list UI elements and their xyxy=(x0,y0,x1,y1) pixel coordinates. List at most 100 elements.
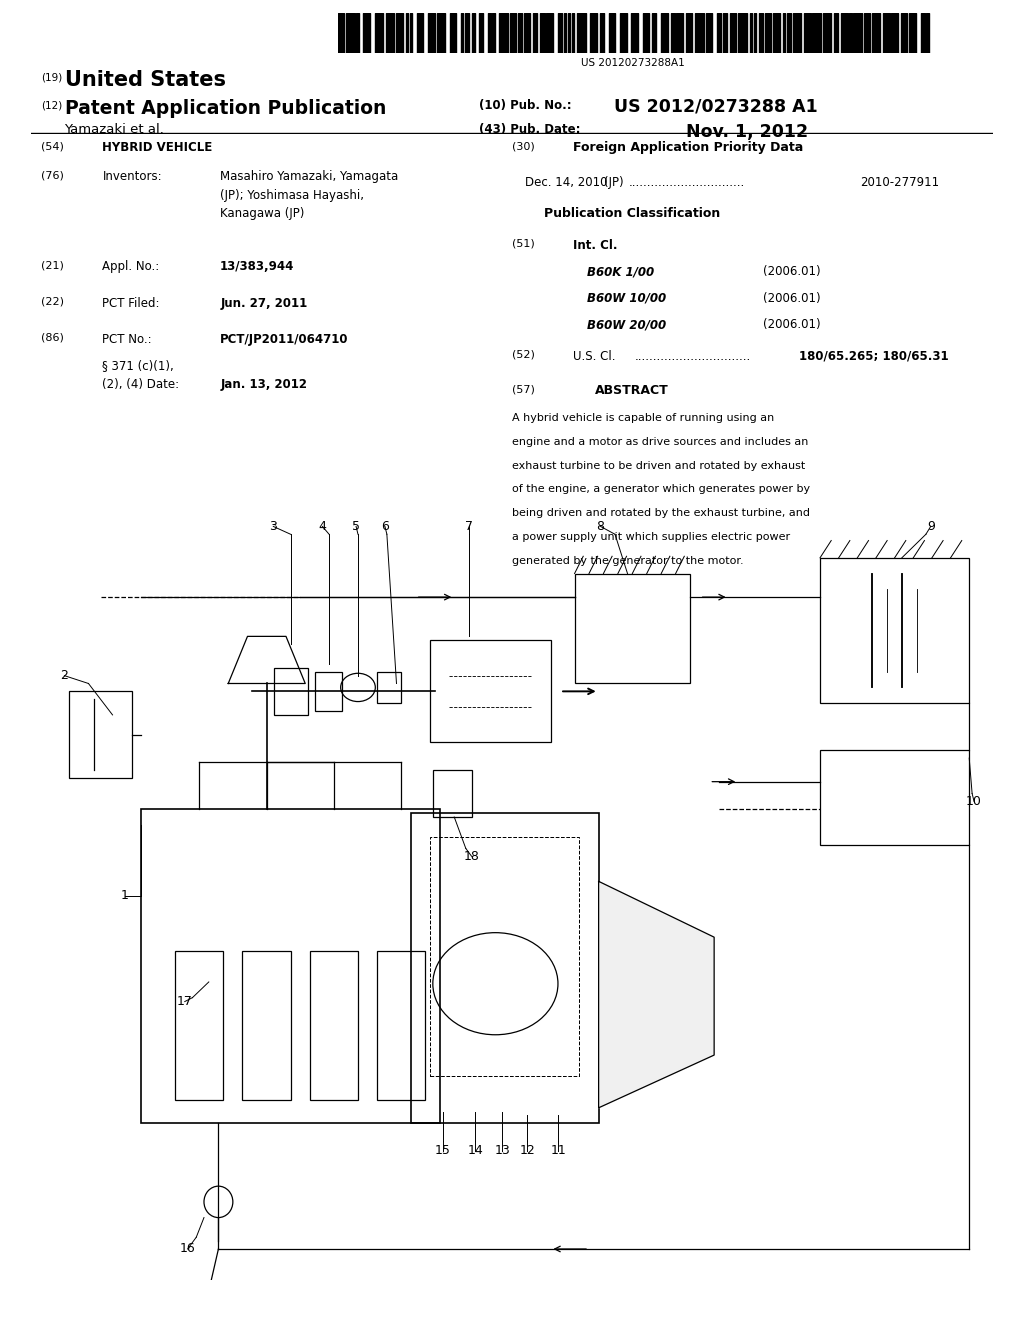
Text: 6: 6 xyxy=(381,520,389,533)
Bar xyxy=(534,13,538,53)
Bar xyxy=(541,13,545,53)
Bar xyxy=(901,13,907,53)
Bar xyxy=(820,558,969,704)
Text: (22): (22) xyxy=(41,297,63,308)
Text: 14: 14 xyxy=(468,1144,483,1158)
Text: 10: 10 xyxy=(966,795,982,808)
Polygon shape xyxy=(599,882,714,1107)
Bar xyxy=(773,13,780,53)
Bar xyxy=(465,13,469,53)
Bar xyxy=(436,13,444,53)
Text: Jun. 27, 2011: Jun. 27, 2011 xyxy=(220,297,307,310)
Bar xyxy=(822,13,830,53)
Bar xyxy=(717,13,721,53)
Text: (51): (51) xyxy=(512,239,535,249)
Text: (10) Pub. No.:: (10) Pub. No.: xyxy=(479,99,571,112)
Text: Kanagawa (JP): Kanagawa (JP) xyxy=(220,207,304,220)
Bar xyxy=(510,13,516,53)
Bar xyxy=(883,13,890,53)
Bar xyxy=(314,672,342,711)
Bar xyxy=(600,13,604,53)
Bar xyxy=(364,13,370,53)
Bar xyxy=(750,13,752,53)
Bar xyxy=(738,13,746,53)
Text: ...............................: ............................... xyxy=(629,176,745,189)
Bar xyxy=(338,13,344,53)
Bar xyxy=(567,13,570,53)
Bar xyxy=(759,13,763,53)
Bar xyxy=(834,13,838,53)
Bar xyxy=(375,13,383,53)
Text: (2006.01): (2006.01) xyxy=(763,265,820,279)
Bar xyxy=(274,668,308,715)
Bar xyxy=(853,13,862,53)
Text: (19): (19) xyxy=(41,73,62,83)
Bar xyxy=(871,13,881,53)
Bar xyxy=(141,809,440,1123)
Bar xyxy=(417,13,424,53)
Text: (2), (4) Date:: (2), (4) Date: xyxy=(102,378,179,391)
Text: Jan. 13, 2012: Jan. 13, 2012 xyxy=(220,378,307,391)
Bar xyxy=(488,13,490,53)
Bar xyxy=(892,13,898,53)
Bar xyxy=(677,13,683,53)
Bar xyxy=(428,13,435,53)
Bar xyxy=(70,692,132,777)
Text: (2006.01): (2006.01) xyxy=(763,318,820,331)
Text: Patent Application Publication: Patent Application Publication xyxy=(65,99,386,117)
Text: Masahiro Yamazaki, Yamagata: Masahiro Yamazaki, Yamagata xyxy=(220,170,398,183)
Text: Int. Cl.: Int. Cl. xyxy=(573,239,617,252)
Bar xyxy=(386,13,394,53)
Text: generated by the generator to the motor.: generated by the generator to the motor. xyxy=(512,556,743,566)
Bar xyxy=(472,13,474,53)
Bar xyxy=(723,13,727,53)
Bar xyxy=(461,13,463,53)
Text: exhaust turbine to be driven and rotated by exhaust: exhaust turbine to be driven and rotated… xyxy=(512,461,805,471)
Bar xyxy=(346,13,354,53)
Bar xyxy=(706,13,712,53)
Bar xyxy=(754,13,756,53)
Text: 9: 9 xyxy=(927,520,935,533)
Text: (JP): (JP) xyxy=(604,176,624,189)
Text: HYBRID VEHICLE: HYBRID VEHICLE xyxy=(102,141,213,154)
Text: Publication Classification: Publication Classification xyxy=(544,207,720,220)
Bar xyxy=(608,13,615,53)
Bar xyxy=(820,750,969,845)
Text: US 2012/0273288 A1: US 2012/0273288 A1 xyxy=(614,98,818,116)
Text: A hybrid vehicle is capable of running using an: A hybrid vehicle is capable of running u… xyxy=(512,413,774,424)
Text: Foreign Application Priority Data: Foreign Application Priority Data xyxy=(573,141,804,154)
Bar xyxy=(730,13,736,53)
Bar xyxy=(590,13,597,53)
Text: (30): (30) xyxy=(512,141,535,152)
Text: 11: 11 xyxy=(550,1144,566,1158)
Text: B60W 20/00: B60W 20/00 xyxy=(587,318,666,331)
Bar xyxy=(574,573,690,684)
Bar xyxy=(863,13,870,53)
Text: PCT Filed:: PCT Filed: xyxy=(102,297,160,310)
Text: US 20120273288A1: US 20120273288A1 xyxy=(581,58,685,69)
Text: a power supply unit which supplies electric power: a power supply unit which supplies elect… xyxy=(512,532,791,543)
Bar xyxy=(621,13,627,53)
Text: § 371 (c)(1),: § 371 (c)(1), xyxy=(102,359,174,372)
Bar xyxy=(786,13,792,53)
Bar xyxy=(909,13,915,53)
Bar xyxy=(430,640,551,742)
Bar xyxy=(921,13,925,53)
Text: 2: 2 xyxy=(60,669,69,682)
Bar xyxy=(524,13,530,53)
Text: U.S. Cl.: U.S. Cl. xyxy=(573,350,616,363)
Bar xyxy=(411,813,599,1123)
Bar xyxy=(500,13,508,53)
Bar xyxy=(433,770,472,817)
Bar xyxy=(671,13,675,53)
Text: 18: 18 xyxy=(464,850,479,863)
Bar xyxy=(396,13,402,53)
Bar xyxy=(695,13,703,53)
Bar xyxy=(782,13,785,53)
Text: Dec. 14, 2010: Dec. 14, 2010 xyxy=(525,176,608,189)
Text: (86): (86) xyxy=(41,333,63,343)
Bar xyxy=(430,837,580,1076)
Text: 180/65.265; 180/65.31: 180/65.265; 180/65.31 xyxy=(799,350,948,363)
Text: (JP); Yoshimasa Hayashi,: (JP); Yoshimasa Hayashi, xyxy=(220,189,365,202)
Text: engine and a motor as drive sources and includes an: engine and a motor as drive sources and … xyxy=(512,437,808,447)
